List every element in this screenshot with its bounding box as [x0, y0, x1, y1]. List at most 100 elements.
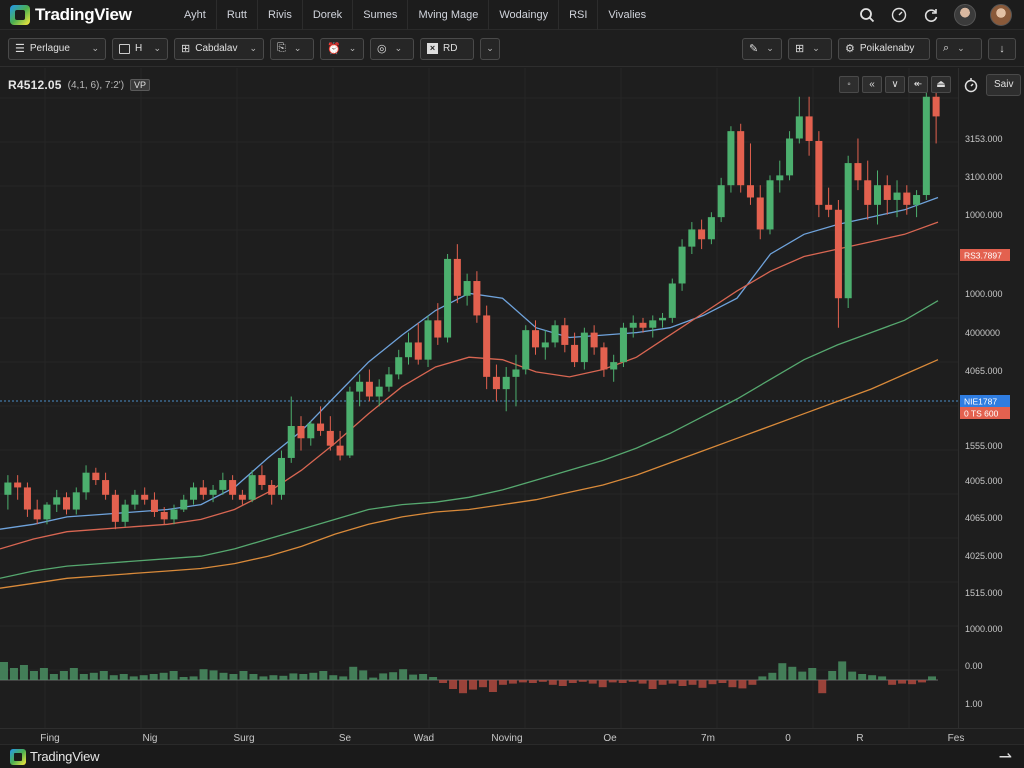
more-button[interactable]: ⌄ — [480, 37, 500, 60]
histogram-bar — [618, 680, 627, 683]
timer-icon[interactable] — [960, 74, 982, 96]
candle — [170, 504, 178, 525]
candle — [668, 278, 676, 323]
histogram-bar — [379, 673, 388, 680]
chart-pane[interactable] — [0, 68, 1006, 728]
menu-item-6[interactable]: Mving Mage — [407, 0, 488, 30]
alert-button[interactable]: ⏰ ⌄ — [320, 37, 364, 60]
histogram-bar — [838, 661, 847, 680]
search-icon[interactable] — [858, 6, 876, 24]
time-axis[interactable]: Fing Nig Surg Se Wad Noving Oe 7m 0 R Fes — [0, 728, 1024, 744]
top-bar: TradingView Ayht Rutt Rivis Dorek Sumes … — [0, 0, 1024, 30]
legend-badge[interactable]: VP — [130, 79, 151, 91]
histogram-bar — [339, 676, 348, 680]
interval-select[interactable]: H ⌄ — [112, 37, 168, 60]
candle — [600, 342, 608, 377]
settings-select[interactable]: ⚙ Poikalenaby — [838, 37, 930, 60]
candle — [717, 177, 725, 223]
price-tick-label: 4025.000 — [965, 551, 1003, 561]
candle — [639, 317, 647, 333]
candle — [190, 482, 198, 505]
candle — [111, 489, 119, 530]
price-tick-label: 1555.000 — [965, 441, 1003, 451]
brand-name: TradingView — [35, 4, 132, 24]
histogram-bar — [548, 680, 557, 685]
histogram-bar — [688, 680, 697, 685]
price-marker: RS3.7897 — [960, 249, 1010, 261]
drawing-tools-button[interactable]: ✎ ⌄ — [742, 37, 782, 60]
user-avatar-2[interactable] — [990, 3, 1012, 26]
menu-item-4[interactable]: Dorek — [301, 0, 352, 30]
symbol-select[interactable]: ☰ Perlague ⌄ — [8, 37, 106, 60]
replay-button[interactable]: ◎ ⌄ — [370, 37, 414, 60]
candle-body — [62, 497, 71, 510]
candle-body — [698, 229, 706, 240]
candle-body — [82, 472, 90, 493]
eye-icon[interactable]: ◦ — [839, 76, 859, 93]
arrow-left-icon[interactable]: « — [862, 76, 882, 93]
candle — [404, 332, 413, 365]
refresh-icon[interactable] — [922, 6, 940, 24]
histogram-bar — [928, 676, 937, 680]
menu-item-3[interactable]: Rivis — [257, 0, 302, 30]
candle — [424, 315, 432, 368]
price-scale[interactable]: 3153.000 3100.000 1000.000 1000.000 4000000 4… — [958, 68, 1024, 728]
menu-item-5[interactable]: Sumes — [352, 0, 407, 30]
candle-body — [258, 475, 266, 485]
candle — [346, 386, 354, 458]
histogram-bar — [708, 680, 717, 685]
histogram-bar — [229, 674, 238, 680]
time-tick-label: Fes — [948, 733, 965, 744]
candle — [268, 480, 276, 505]
candle-body — [268, 484, 276, 495]
candle — [72, 487, 80, 515]
indicators-button[interactable]: × RD — [420, 37, 474, 60]
price-marker: NIE1787 — [960, 395, 1010, 407]
upload-icon[interactable]: ⏏ — [931, 76, 951, 93]
chevron-down-icon: ⌄ — [293, 43, 302, 53]
compare-icon: ⎘ — [277, 42, 286, 54]
candle — [43, 502, 51, 525]
user-avatar-1[interactable] — [954, 3, 976, 26]
compare-button[interactable]: ⎘ ⌄ — [270, 37, 314, 60]
histogram-bar — [0, 662, 8, 680]
candle — [62, 492, 71, 515]
candle-body — [131, 494, 139, 505]
candle-body — [209, 489, 217, 495]
histogram-bar — [279, 675, 288, 680]
histogram-bar — [259, 676, 268, 680]
menu-item-1[interactable]: Ayht — [184, 8, 206, 21]
histogram-bar — [429, 677, 438, 680]
save-button[interactable]: Saiv — [986, 74, 1022, 96]
histogram-bar — [119, 674, 128, 680]
price-tick-label: 4000000 — [965, 328, 1000, 338]
candle-body — [805, 116, 813, 141]
arrow-right-icon[interactable]: ⇀ — [998, 748, 1012, 766]
layout-button[interactable]: ⊞ ⌄ — [788, 37, 832, 60]
menu-item-8[interactable]: RSI — [558, 0, 597, 30]
candle — [883, 175, 891, 215]
menu-item-9[interactable]: Vivalies — [597, 0, 656, 30]
candle-body — [825, 204, 833, 210]
candle — [864, 160, 872, 220]
arrow-back-icon[interactable]: ↞ — [908, 76, 928, 93]
download-button[interactable]: ↓ — [988, 37, 1016, 60]
chart-type-select[interactable]: ⊞ Cabdalav ⌄ — [174, 37, 264, 60]
footer-brand[interactable]: TradingView — [10, 748, 100, 765]
clock-icon[interactable] — [890, 6, 908, 24]
candle-body — [531, 330, 540, 348]
histogram-bar — [459, 680, 468, 694]
histogram-bar — [738, 680, 747, 689]
candle — [531, 320, 540, 355]
histogram-bar — [788, 666, 797, 680]
price-chart[interactable] — [0, 68, 1006, 728]
candle — [522, 325, 530, 375]
brand[interactable]: TradingView — [0, 4, 170, 25]
candle — [913, 190, 921, 218]
menu-item-7[interactable]: Wodaingy — [488, 0, 558, 30]
menu-item-2[interactable]: Rutt — [215, 0, 257, 30]
candle-body — [453, 258, 461, 296]
price-tick-label: 0.00 — [965, 661, 983, 671]
toolbar-search-button[interactable]: ⌕ ⌄ — [936, 37, 982, 60]
chevron-down-icon[interactable]: ∨ — [885, 76, 905, 93]
